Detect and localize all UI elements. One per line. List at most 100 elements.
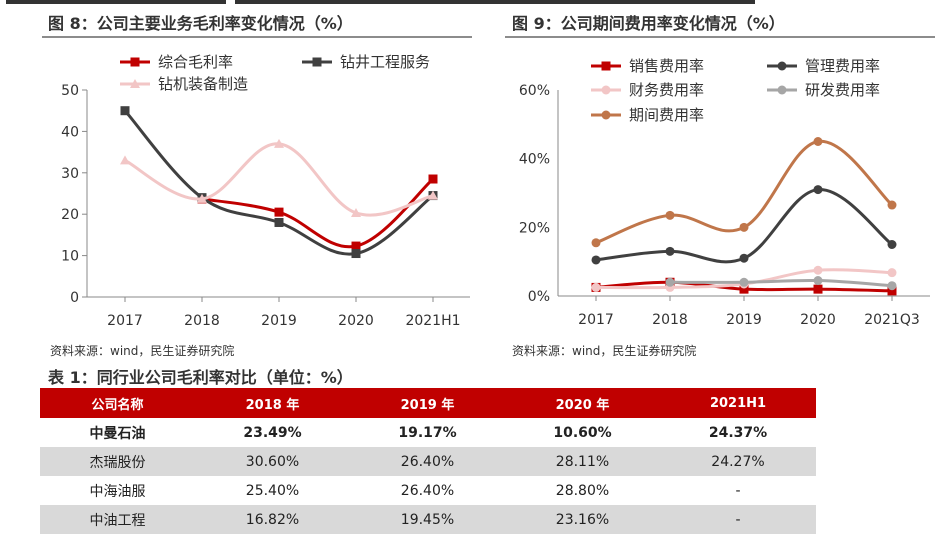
legend-swatch-marker	[130, 79, 140, 88]
fig8-line-chart: 0 10 20 30 40 50 2017 2018 2019 2020 2021H1 综合毛利率 钻井…	[61, 53, 470, 329]
data-point	[197, 193, 207, 203]
y-tick-label: 0	[70, 290, 79, 306]
data-point	[813, 284, 823, 294]
data-point	[665, 277, 675, 287]
table-cell: -	[735, 482, 741, 499]
fig8-title-rule	[42, 36, 472, 38]
y-tick-label: 20%	[519, 220, 550, 236]
legend-label: 期间费用率	[629, 106, 704, 124]
series-line-1	[200, 177, 435, 249]
y-tick-label: 60%	[519, 83, 550, 99]
table-cell: 19.17%	[398, 424, 457, 441]
table-cell: 10.60%	[553, 424, 612, 441]
fig9-title: 图 9：公司期间费用率变化情况（%）	[512, 14, 785, 33]
table-cell: 28.80%	[555, 482, 610, 499]
data-point	[591, 282, 601, 292]
cropped-text-strip	[0, 0, 945, 6]
table-cell: 中油工程	[40, 505, 195, 534]
series-line-2	[123, 109, 435, 256]
table-cell: 24.27%	[660, 447, 816, 476]
table-cell: 23.49%	[243, 424, 302, 441]
legend-label: 财务费用率	[629, 81, 704, 99]
fig8-title: 图 8：公司主要业务毛利率变化情况（%）	[48, 14, 353, 33]
data-point	[274, 217, 284, 227]
col-header-2020: 2020 年	[505, 388, 660, 418]
data-point	[813, 185, 823, 195]
data-point	[887, 268, 897, 278]
data-point	[274, 207, 284, 217]
table-cell: 26.40%	[400, 482, 455, 499]
legend-swatch-marker	[601, 61, 611, 71]
table-cell: 24.37%	[708, 424, 768, 441]
legend-label: 钻机装备制造	[158, 75, 248, 93]
legend-swatch-marker	[312, 57, 322, 67]
col-header-2018: 2018 年	[195, 388, 350, 418]
data-point	[813, 265, 823, 275]
x-tick-label: 2018	[184, 313, 220, 329]
y-tick-label: 40	[61, 124, 79, 140]
y-tick-label: 30	[61, 166, 79, 182]
data-point	[887, 281, 897, 291]
table-cell: 28.11%	[505, 447, 660, 476]
fig9-source: 资料来源：wind，民生证券研究院	[512, 344, 697, 358]
data-point	[274, 138, 284, 148]
table-row: 中曼石油 23.49% 19.17% 10.60% 24.37%	[40, 418, 816, 447]
data-point	[887, 286, 897, 296]
table-row: 杰瑞股份 30.60% 26.40% 28.11% 24.27%	[40, 447, 816, 476]
data-point	[428, 174, 438, 184]
data-point	[739, 222, 749, 232]
data-point	[351, 207, 361, 217]
legend-label: 研发费用率	[805, 81, 880, 99]
legend-swatch-marker	[601, 85, 611, 95]
data-point	[120, 155, 130, 165]
y-tick-label: 20	[61, 207, 79, 223]
col-header-2021h1: 2021H1	[660, 388, 816, 418]
data-point	[351, 241, 361, 251]
x-tick-label: 2017	[107, 313, 143, 329]
y-tick-label: 40%	[519, 152, 550, 168]
y-tick-label: 0%	[528, 289, 550, 305]
x-tick-label: 2019	[261, 313, 297, 329]
table-cell: -	[660, 505, 816, 534]
fig9-line-chart: 0% 20% 40% 60% 2017 2018 2019 2020 2021Q3 销售费用率 管理…	[519, 57, 930, 328]
data-point	[887, 200, 897, 210]
data-point	[739, 284, 749, 294]
table-header-row: 公司名称 2018 年 2019 年 2020 年 2021H1	[40, 388, 816, 418]
data-point	[428, 190, 438, 200]
table-cell: 26.40%	[350, 447, 505, 476]
data-point	[351, 249, 361, 259]
data-point	[887, 240, 897, 249]
legend-swatch-marker	[777, 61, 787, 71]
peer-gross-margin-table: 公司名称 2018 年 2019 年 2020 年 2021H1 中曼石油 23…	[40, 388, 816, 534]
data-point	[120, 106, 130, 116]
data-point	[813, 276, 823, 286]
data-point	[813, 137, 823, 146]
table-cell: 30.60%	[195, 447, 350, 476]
data-point	[739, 277, 749, 287]
x-tick-label: 2017	[578, 312, 614, 328]
legend-label: 管理费用率	[805, 57, 880, 75]
table-cell: 19.45%	[350, 505, 505, 534]
table1-title: 表 1：同行业公司毛利率对比（单位：%）	[48, 368, 353, 387]
table-cell: 16.82%	[195, 505, 350, 534]
data-point	[591, 255, 601, 265]
x-tick-label: 2019	[726, 312, 762, 328]
table-cell: 23.16%	[505, 505, 660, 534]
table-cell: 杰瑞股份	[40, 447, 195, 476]
table-cell: 中海油服	[89, 483, 146, 500]
legend-label: 钻井工程服务	[340, 53, 430, 71]
legend-swatch-marker	[601, 110, 611, 120]
fig8-source: 资料来源：wind，民生证券研究院	[50, 344, 235, 358]
series-line-3	[123, 142, 435, 217]
table-row: 中油工程 16.82% 19.45% 23.16% -	[40, 505, 816, 534]
x-tick-label: 2021H1	[405, 313, 460, 329]
x-tick-label: 2018	[652, 312, 688, 328]
col-header-company: 公司名称	[40, 388, 195, 418]
col-header-2019: 2019 年	[350, 388, 505, 418]
table-row: 中海油服 25.40% 26.40% 28.80% -	[40, 476, 816, 505]
y-tick-label: 50	[61, 83, 79, 99]
fig9-title-rule	[505, 36, 935, 38]
legend-label: 综合毛利率	[158, 53, 233, 71]
legend-label: 销售费用率	[629, 57, 704, 75]
series-line-5	[594, 139, 894, 245]
